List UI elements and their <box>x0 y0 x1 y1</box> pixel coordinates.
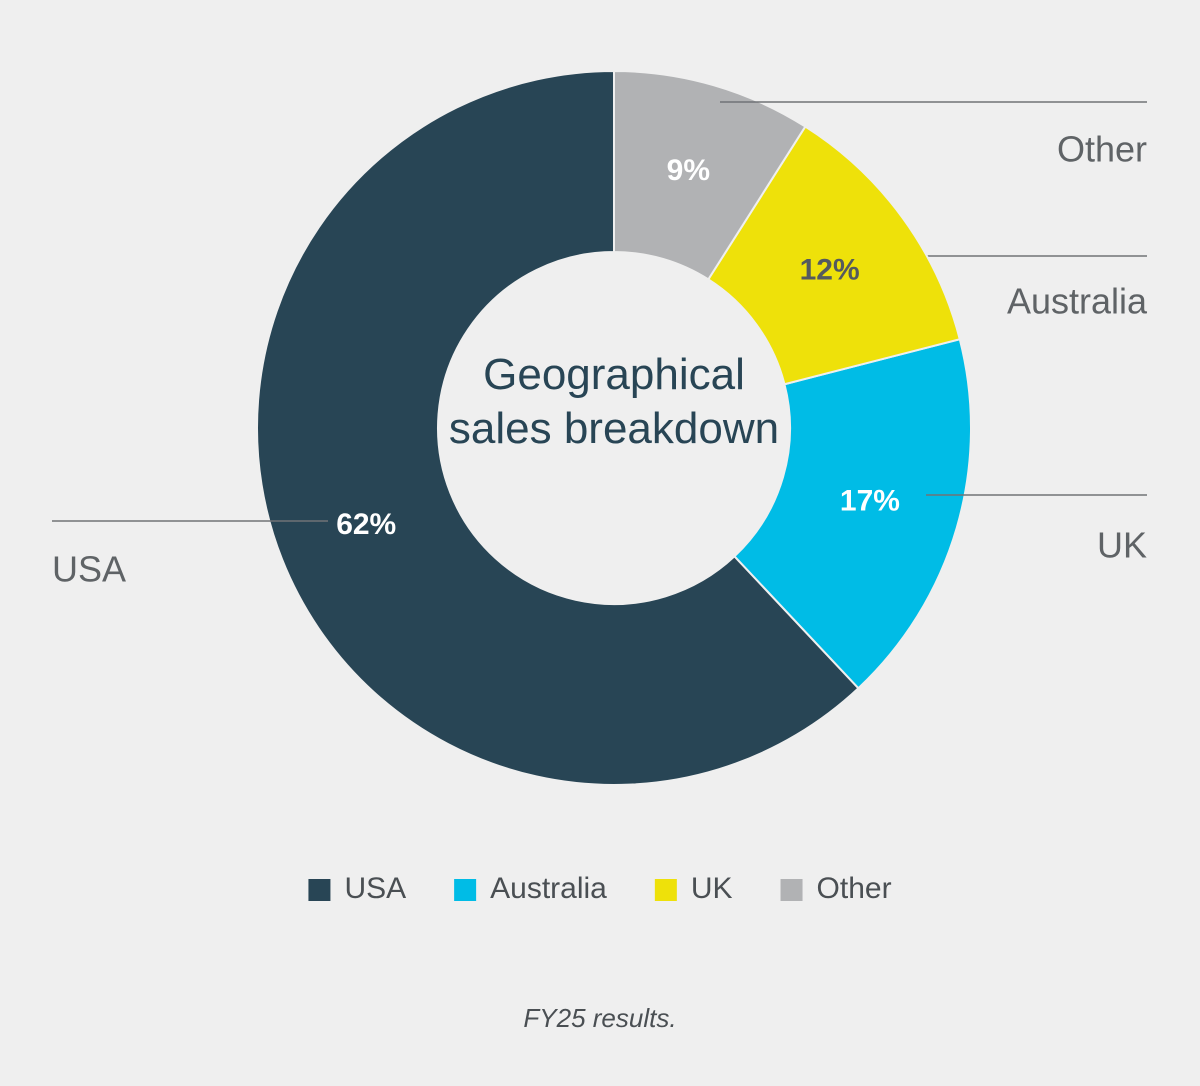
slice-label: Australia <box>1007 281 1148 322</box>
slice-label: Other <box>1057 129 1147 170</box>
donut-slice <box>706 125 962 386</box>
legend-swatch <box>780 879 803 901</box>
legend-label: Other <box>817 872 892 905</box>
donut-slice <box>613 69 807 281</box>
chart-title: Geographical sales breakdown <box>448 350 780 453</box>
legend-label: UK <box>691 872 733 905</box>
caption: FY25 results. <box>523 1003 676 1033</box>
legend-swatch <box>308 879 331 901</box>
legend-swatch <box>454 879 477 901</box>
donut-slice <box>256 69 860 786</box>
value-label: 9% <box>667 154 710 187</box>
value-label: 17% <box>840 484 900 517</box>
legend-swatch <box>654 879 677 901</box>
value-label: 12% <box>800 253 860 286</box>
legend: USA Australia UK Other <box>308 872 892 905</box>
slice-label: UK <box>1097 525 1147 566</box>
legend-label: Australia <box>490 872 607 905</box>
value-label: 62% <box>336 508 396 541</box>
donut-slice <box>733 338 972 690</box>
legend-label: USA <box>344 872 406 905</box>
slice-label: USA <box>52 549 126 590</box>
